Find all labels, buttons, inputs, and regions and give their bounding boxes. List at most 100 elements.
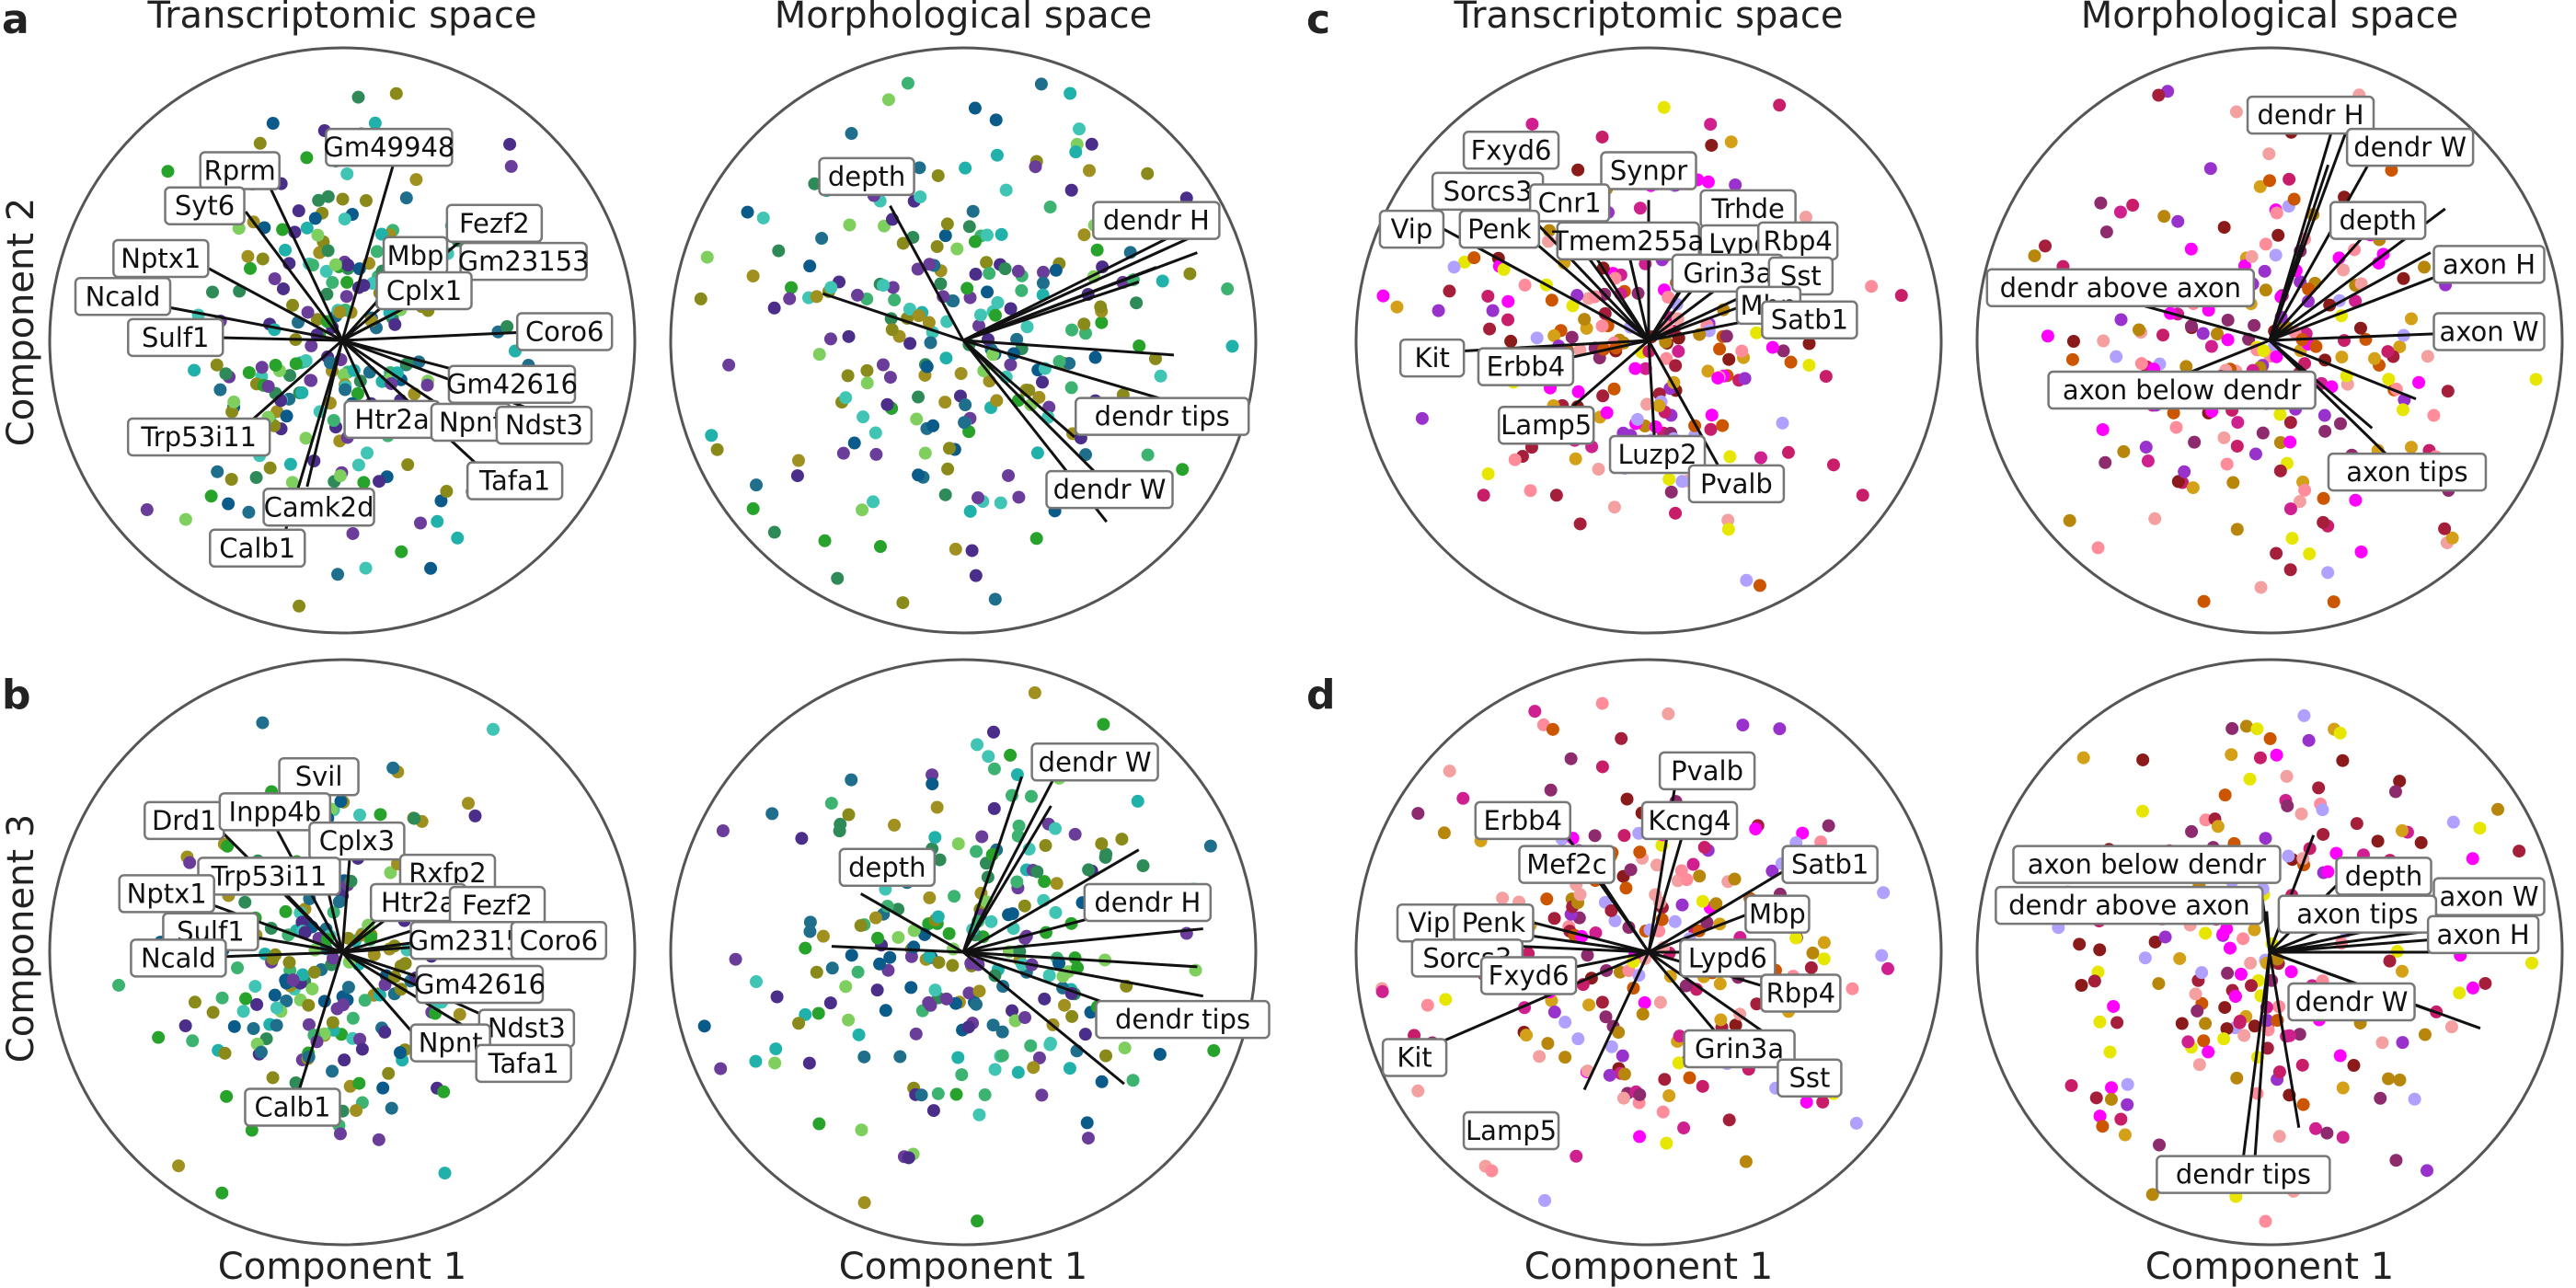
scatter-point bbox=[710, 443, 724, 456]
scatter-point bbox=[2408, 1092, 2421, 1106]
scatter-point bbox=[2110, 1016, 2124, 1029]
scatter-point bbox=[2063, 513, 2076, 527]
scatter-point bbox=[1064, 381, 1078, 395]
scatter-point bbox=[1799, 210, 1812, 224]
loading-label-text: Tafa1 bbox=[478, 466, 550, 497]
scatter-point bbox=[1675, 898, 1689, 912]
scatter-point bbox=[818, 534, 832, 547]
scatter-point bbox=[2099, 455, 2112, 469]
scatter-point bbox=[299, 431, 313, 445]
scatter-point bbox=[1545, 293, 1558, 307]
scatter-point bbox=[988, 308, 1002, 322]
scatter-point bbox=[225, 405, 239, 419]
loading-label-box bbox=[2426, 914, 2540, 955]
loading-label-text: Lypd6 bbox=[1688, 942, 1767, 973]
loading-label: axon below dendr bbox=[2012, 845, 2282, 884]
scatter-point bbox=[2321, 865, 2335, 879]
scatter-point bbox=[1501, 294, 1515, 308]
scatter-point bbox=[1011, 1065, 1025, 1079]
scatter-point bbox=[842, 1013, 856, 1027]
loading-label: dendr tips bbox=[1074, 397, 1250, 436]
scatter-point bbox=[2317, 827, 2330, 841]
scatter-point bbox=[2337, 263, 2351, 277]
scatter-point bbox=[1669, 506, 1683, 520]
scatter-point bbox=[839, 391, 853, 405]
scatter-point bbox=[352, 1076, 366, 1090]
scatter-point bbox=[2371, 834, 2385, 848]
loading-label: axon below dendr bbox=[2047, 370, 2317, 410]
scatter-point bbox=[204, 489, 218, 503]
scatter-point bbox=[1800, 1095, 1813, 1109]
scatter-point bbox=[2141, 454, 2155, 468]
scatter-point bbox=[951, 1051, 965, 1064]
loading-label-box bbox=[2432, 312, 2546, 351]
scatter-point bbox=[2094, 196, 2108, 210]
scatter-point bbox=[2239, 719, 2253, 733]
loading-label-text: Vip bbox=[1391, 213, 1433, 245]
loading-label-box bbox=[1683, 1029, 1796, 1069]
scatter-point bbox=[1603, 1068, 1616, 1082]
scatter-point bbox=[746, 501, 760, 515]
scatter-point bbox=[891, 930, 905, 944]
scatter-point bbox=[2134, 357, 2148, 371]
scatter-point bbox=[981, 228, 995, 242]
loading-label: Grin3a bbox=[1683, 1029, 1796, 1069]
loading-vector bbox=[889, 205, 965, 341]
scatter-point bbox=[437, 1085, 451, 1098]
loading-label-text: Npnt bbox=[419, 1028, 483, 1059]
loading-label: Luzp2 bbox=[1608, 434, 1707, 475]
scatter-point bbox=[845, 127, 858, 141]
scatter-point bbox=[374, 808, 387, 822]
scatter-point bbox=[2138, 951, 2152, 965]
loading-vector bbox=[2269, 251, 2432, 342]
scatter-point bbox=[2223, 941, 2237, 955]
scatter-point bbox=[2272, 1065, 2286, 1079]
scatter-point bbox=[914, 1088, 928, 1102]
loading-label-text: Nptx1 bbox=[127, 878, 207, 909]
scatter-point bbox=[321, 190, 335, 203]
scatter-point bbox=[990, 394, 1004, 408]
loading-label-text: Lamp5 bbox=[1501, 409, 1592, 441]
loading-label: axon tips bbox=[2327, 452, 2488, 492]
scatter-point bbox=[1130, 296, 1144, 310]
loading-label-box bbox=[1640, 800, 1739, 841]
scatter-point bbox=[879, 1004, 892, 1018]
loading-label-box bbox=[510, 921, 608, 960]
scatter-point bbox=[1817, 936, 1831, 949]
y-axis-label-component-3: Component 3 bbox=[0, 814, 42, 1063]
scatter-point bbox=[869, 447, 883, 461]
scatter-point bbox=[2296, 1098, 2310, 1111]
scatter-point bbox=[1037, 265, 1051, 279]
scatter-point bbox=[1063, 356, 1076, 370]
scatter-point bbox=[333, 1127, 347, 1141]
loading-vector bbox=[1648, 306, 1737, 342]
scatter-point bbox=[971, 491, 984, 505]
loading-label-box bbox=[2335, 857, 2432, 896]
loading-label: Vip bbox=[1396, 903, 1463, 943]
loading-vector bbox=[962, 339, 1175, 357]
scatter-point bbox=[2087, 974, 2101, 988]
scatter-point bbox=[2271, 228, 2285, 242]
loading-label: axon H bbox=[2426, 914, 2540, 955]
scatter-point bbox=[2293, 495, 2306, 509]
scatter-point bbox=[1806, 946, 1820, 960]
scatter-point bbox=[1668, 914, 1682, 928]
scatter-point bbox=[210, 358, 224, 372]
loading-label-box bbox=[308, 821, 406, 861]
loading-label-text: Synpr bbox=[1610, 155, 1687, 187]
plot-d-morphological: axon below dendr depth axon W dendr above a… bbox=[1975, 658, 2564, 1247]
loading-label-box bbox=[1600, 151, 1697, 190]
loading-label-text: Cplx3 bbox=[319, 825, 395, 857]
loading-label-text: Mbp bbox=[1749, 899, 1806, 930]
loading-label-text: Mef2c bbox=[1526, 849, 1606, 880]
scatter-point bbox=[289, 357, 303, 371]
loading-label-text: dendr H bbox=[2258, 99, 2364, 131]
loading-label: Nptx1 bbox=[118, 874, 215, 914]
loading-label-box bbox=[1781, 845, 1879, 884]
loading-label-text: axon W bbox=[2439, 316, 2538, 347]
scatter-point bbox=[2478, 976, 2492, 990]
loading-label-text: Sst bbox=[1788, 1063, 1830, 1094]
scatter-point bbox=[2383, 954, 2397, 968]
